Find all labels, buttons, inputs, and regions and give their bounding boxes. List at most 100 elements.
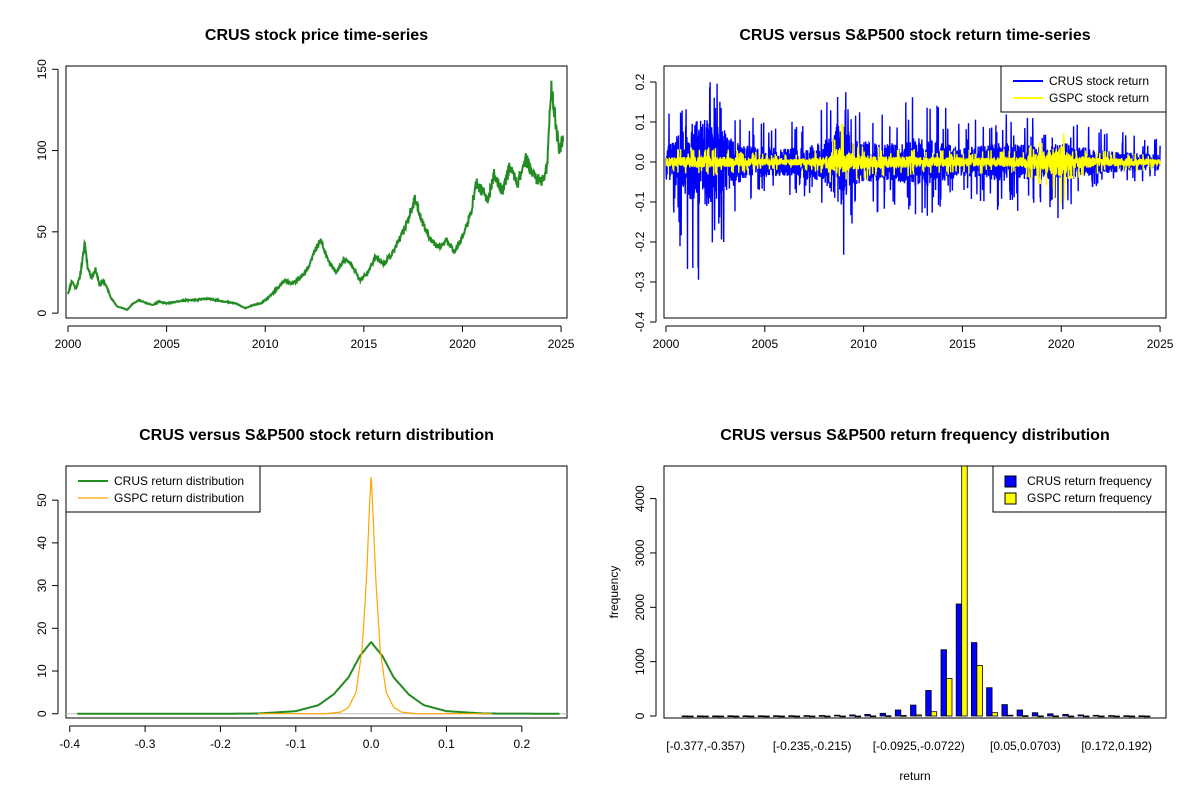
- gspc-frequency-bar: [809, 715, 816, 718]
- gspc-frequency-bar: [778, 715, 785, 718]
- crus-frequency-bar: [1138, 715, 1145, 717]
- x-tick-label: 2020: [449, 337, 476, 351]
- gspc-frequency-bar: [748, 715, 755, 718]
- crus-frequency-bar: [1123, 715, 1130, 717]
- y-tick-label: 50: [35, 493, 49, 507]
- crus-frequency-bar: [1108, 715, 1115, 717]
- gspc-frequency-bar: [1083, 715, 1090, 718]
- chart-title: CRUS stock price time-series: [205, 27, 428, 44]
- x-tick-label: 2015: [350, 337, 377, 351]
- legend: CRUS return frequency GSPC return frequen…: [992, 465, 1167, 513]
- legend-label-crus: CRUS return distribution: [114, 474, 244, 488]
- legend-swatch-gspc: [1004, 492, 1017, 505]
- crus-frequency-bar: [894, 709, 902, 717]
- price-panel: CRUS stock price time-series 2000 2005 2010…: [35, 27, 575, 351]
- y-tick-label: 150: [35, 59, 49, 79]
- gspc-frequency-bar: [1022, 715, 1029, 717]
- gspc-frequency-bar: [1098, 715, 1105, 718]
- chart-title: CRUS versus S&P500 stock return distribu…: [139, 427, 494, 444]
- y-tick-label: 3000: [633, 539, 647, 566]
- y-tick-label: 1000: [633, 648, 647, 675]
- gspc-frequency-bar: [839, 715, 846, 718]
- legend-label-gspc: GSPC return frequency: [1027, 491, 1152, 505]
- y-tick-label: 2000: [633, 594, 647, 621]
- gspc-frequency-bar: [1067, 715, 1075, 718]
- gspc-frequency-bar: [1113, 715, 1120, 718]
- y-tick-label: 0: [35, 309, 49, 316]
- y-axis-label: frequency: [607, 566, 621, 619]
- legend-box: [1000, 65, 1167, 113]
- gspc-frequency-bar: [824, 715, 831, 718]
- x-tick-label: -0.3: [135, 737, 156, 751]
- y-tick-label: 30: [35, 579, 49, 593]
- return-distribution-panel: CRUS versus S&P500 stock return distribu…: [35, 427, 568, 751]
- x-tick-label: 0.1: [438, 737, 455, 751]
- x-tick-label: -0.2: [210, 737, 231, 751]
- y-tick-label: 100: [35, 140, 49, 160]
- plot-frame: [65, 65, 568, 319]
- gspc-frequency-bar: [869, 715, 877, 718]
- crus-frequency-bar: [788, 715, 795, 717]
- gspc-frequency-bar: [946, 678, 953, 717]
- price-series-line: [67, 80, 565, 311]
- x-tick-label: 0.2: [513, 737, 530, 751]
- legend: CRUS stock return GSPC stock return: [1000, 65, 1167, 113]
- legend-label-gspc: GSPC stock return: [1049, 91, 1149, 105]
- crus-frequency-bar: [834, 714, 841, 717]
- gspc-frequency-bar: [976, 665, 983, 717]
- gspc-frequency-bar: [687, 715, 694, 718]
- crus-frequency-bar: [864, 714, 871, 717]
- y-tick-label: 50: [35, 225, 49, 239]
- x-tick-label: [0.172,0.192): [1081, 739, 1152, 753]
- gspc-frequency-bar: [961, 465, 968, 717]
- gspc-frequency-bar: [915, 714, 922, 717]
- gspc-frequency-bar: [1128, 715, 1136, 718]
- x-tick-label: 2025: [1147, 337, 1174, 351]
- x-tick-label: 2005: [751, 337, 778, 351]
- gspc-frequency-bar: [763, 715, 770, 718]
- gspc-frequency-bar: [717, 715, 724, 718]
- legend-box: [992, 465, 1167, 513]
- legend-swatch-crus: [1004, 475, 1017, 488]
- x-tick-label: [0.05,0.0703): [990, 739, 1061, 753]
- legend-label-crus: CRUS return frequency: [1027, 474, 1152, 488]
- crus-frequency-bar: [1092, 714, 1100, 717]
- gspc-frequency-bar: [885, 715, 892, 717]
- gspc-frequency-bar: [1037, 715, 1044, 718]
- x-tick-label: -0.1: [285, 737, 306, 751]
- x-tick-label: 2000: [55, 337, 82, 351]
- gspc-frequency-bar: [702, 715, 709, 718]
- gspc-density-line: [258, 477, 492, 715]
- crus-frequency-bar: [1016, 709, 1023, 717]
- x-tick-label: 2025: [548, 337, 575, 351]
- crus-frequency-bar: [803, 715, 810, 717]
- x-tick-label: 2020: [1048, 337, 1075, 351]
- x-tick-label: [-0.377,-0.357): [666, 739, 745, 753]
- x-tick-label: 2010: [252, 337, 279, 351]
- crus-frequency-bar: [727, 715, 734, 717]
- x-tick-label: [-0.0925,-0.0722): [873, 739, 965, 753]
- crus-frequency-bar: [757, 715, 765, 717]
- crus-frequency-bar: [712, 715, 719, 718]
- y-tick-label: 40: [35, 536, 49, 550]
- legend-label-crus: CRUS stock return: [1049, 74, 1149, 88]
- y-tick-label: 20: [35, 621, 49, 635]
- return-timeseries-panel: CRUS versus S&P500 stock return time-ser…: [633, 27, 1174, 351]
- gspc-frequency-bar: [1007, 714, 1014, 717]
- crus-frequency-bar: [1047, 713, 1054, 717]
- crus-frequency-bar: [818, 715, 826, 717]
- gspc-frequency-bar: [1144, 715, 1151, 718]
- crus-frequency-bar: [1077, 714, 1084, 717]
- y-tick-label: -0.2: [633, 231, 647, 252]
- gspc-frequency-bar: [854, 715, 861, 718]
- crus-frequency-bar: [681, 715, 688, 718]
- return-frequency-panel: CRUS versus S&P500 return frequency dist…: [607, 427, 1167, 783]
- crus-frequency-bar: [697, 715, 704, 718]
- y-tick-label: -0.3: [633, 271, 647, 292]
- gspc-frequency-bar: [930, 711, 938, 717]
- crus-frequency-bar: [1062, 714, 1069, 717]
- x-tick-label: 2000: [653, 337, 680, 351]
- y-tick-label: 0: [35, 710, 49, 717]
- y-tick-label: 0: [633, 712, 647, 719]
